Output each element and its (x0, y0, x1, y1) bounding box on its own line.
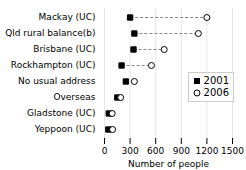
svg-text:Qld rural balance(b): Qld rural balance(b) (5, 28, 95, 38)
html-text:2001: 2001 (203, 75, 229, 86)
svg-text:300: 300 (122, 146, 139, 156)
svg-text:1500: 1500 (221, 146, 244, 156)
svg-text:Gladstone (UC): Gladstone (UC) (27, 108, 95, 118)
svg-text:Number of people: Number of people (128, 159, 210, 169)
svg-text:Brisbane (UC): Brisbane (UC) (33, 44, 95, 54)
svg-text:Overseas: Overseas (53, 92, 95, 102)
html-text:2006: 2006 (203, 87, 229, 98)
svg-text:0: 0 (102, 146, 108, 156)
svg-text:600: 600 (147, 146, 164, 156)
svg-text:Rockhampton (UC): Rockhampton (UC) (11, 60, 96, 70)
svg-text:900: 900 (173, 146, 190, 156)
svg-text:Mackay (UC): Mackay (UC) (39, 12, 96, 22)
svg-text:1200: 1200 (195, 146, 218, 156)
svg-text:No usual address: No usual address (18, 76, 96, 86)
svg-text:Yeppoon (UC): Yeppoon (UC) (34, 124, 96, 134)
